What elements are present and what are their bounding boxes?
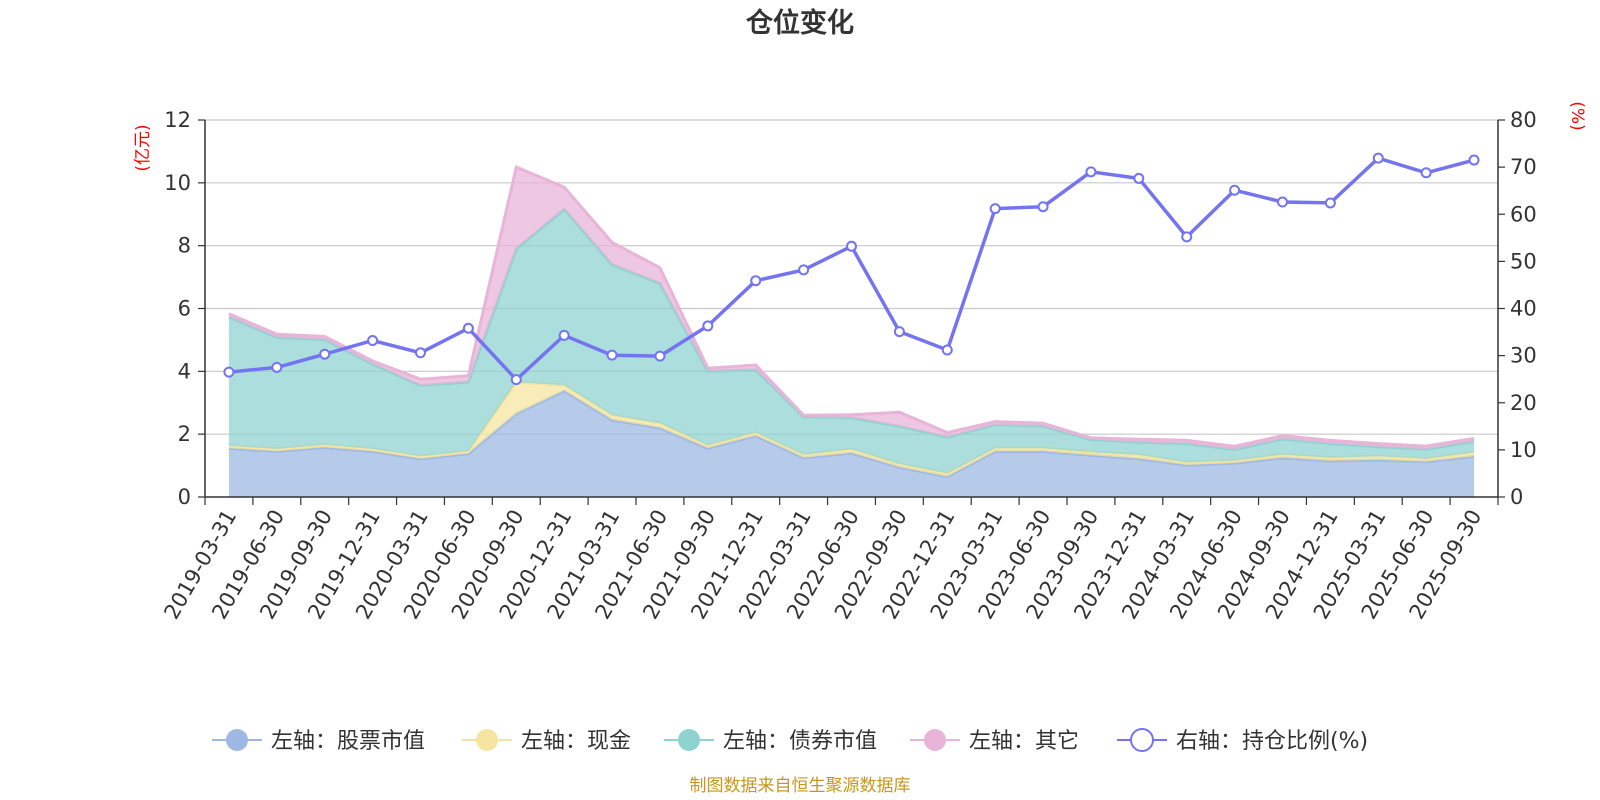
left-axis-tick-label: 0 [178, 485, 191, 509]
ratio-point [510, 374, 522, 386]
area-1-fill [228, 390, 1475, 497]
left-axis-tick-label: 6 [178, 297, 191, 321]
line-series [223, 152, 1480, 386]
left-axis-tick-label: 4 [178, 359, 191, 383]
ratio-point [271, 361, 283, 373]
left-axis-tick-label: 12 [164, 108, 191, 132]
ratio-point [606, 349, 618, 361]
ratio-point [989, 203, 1001, 215]
ratio-point [1420, 167, 1432, 179]
ratio-point [1085, 166, 1097, 178]
source-note: 制图数据来自恒生聚源数据库 [690, 776, 911, 796]
ratio-point [702, 320, 714, 332]
legend-marker-icon [924, 729, 946, 751]
area-series [228, 165, 1475, 497]
area-4-edge [228, 165, 1475, 448]
legend-label: 右轴：持仓比例(%) [1176, 729, 1368, 754]
ratio-point [846, 240, 857, 252]
right-axis-tick-label: 40 [1510, 297, 1537, 321]
grid-lines [205, 119, 1498, 435]
right-axis-tick-label: 80 [1510, 108, 1537, 132]
ratio-point [319, 348, 331, 360]
legend-marker-icon [678, 729, 700, 751]
right-axis-tick-label: 50 [1510, 249, 1537, 273]
right-axis-tick-label: 20 [1510, 391, 1537, 415]
right-axis-tick-label: 0 [1510, 485, 1523, 509]
ratio-point [223, 366, 235, 378]
legend: 左轴：股票市值 左轴：现金 左轴：债券市值 左轴：其它 右轴：持仓比例(%) [212, 728, 1368, 754]
ratio-point [1277, 196, 1288, 208]
right-axis-tick-label: 10 [1510, 438, 1537, 462]
ratio-line [228, 156, 1475, 382]
ratio-point [750, 275, 762, 287]
ratio-point [1468, 154, 1480, 166]
ratio-point [1229, 184, 1241, 196]
right-axis-tick-label: 60 [1510, 202, 1537, 226]
ratio-point [1181, 231, 1193, 243]
legend-label: 左轴：股票市值 [271, 729, 425, 754]
left-axis-tick-label: 10 [164, 171, 191, 195]
ratio-point [462, 322, 474, 334]
left-axis-tick-label: 2 [178, 422, 191, 446]
ratio-point [798, 264, 810, 276]
right-axis-tick-label: 70 [1510, 155, 1537, 179]
ratio-point [415, 347, 426, 359]
legend-label: 左轴：现金 [521, 729, 631, 754]
ratio-point [1372, 152, 1384, 164]
right-axis-unit: (%) [1567, 101, 1587, 130]
ratio-point [1133, 172, 1145, 184]
ratio-point [893, 326, 905, 338]
left-axis-unit: (亿元) [133, 124, 153, 171]
ratio-point [1037, 201, 1049, 213]
left-axis-tick-label: 8 [178, 234, 191, 258]
ratio-point [941, 344, 953, 356]
legend-marker-icon [1130, 728, 1154, 752]
legend-label: 左轴：债券市值 [723, 729, 877, 754]
chart-title: 仓位变化 [745, 7, 854, 39]
right-axis-tick-label: 30 [1510, 344, 1537, 368]
ratio-point [1324, 197, 1336, 209]
legend-label: 左轴：其它 [969, 729, 1079, 754]
ratio-point [654, 350, 666, 362]
ratio-point [367, 335, 379, 347]
area-3-fill [228, 209, 1475, 474]
legend-marker-icon [476, 729, 498, 751]
ratio-point [558, 329, 570, 341]
legend-marker-icon [226, 729, 248, 751]
